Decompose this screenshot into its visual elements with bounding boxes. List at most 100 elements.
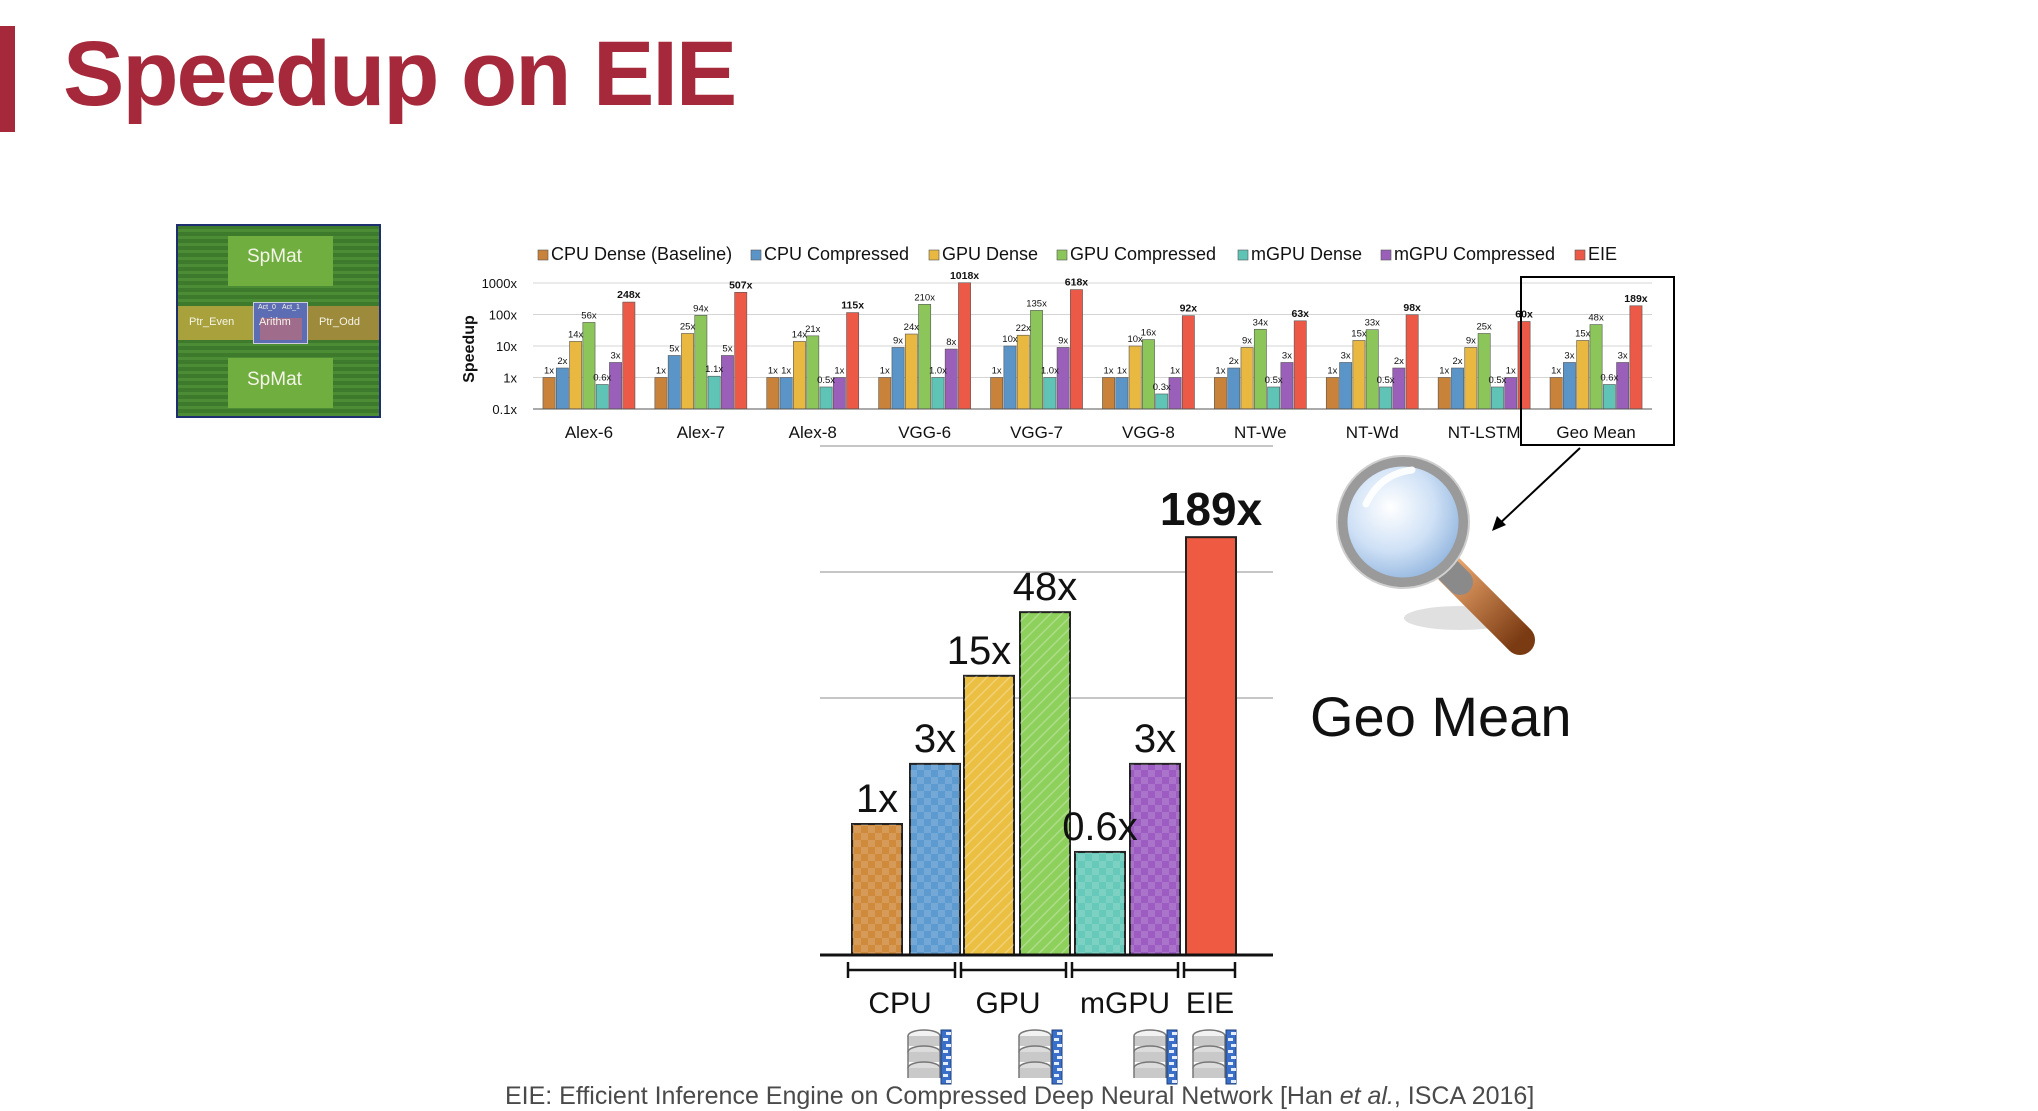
db-zip-tooth xyxy=(1228,1062,1233,1065)
data-label-alex-6-eie: 248x xyxy=(617,289,641,301)
data-label-vgg-7-eie: 618x xyxy=(1065,277,1089,289)
x-category-label-vgg-8: VGG-8 xyxy=(1122,423,1175,442)
compressed-database-icon xyxy=(907,1029,952,1085)
data-label-geo-mean-mgpu-dense: 0.6x xyxy=(1600,372,1618,383)
db-zip-tooth xyxy=(1172,1068,1177,1071)
db-zip-tooth xyxy=(1054,1038,1059,1041)
x-category-label-vgg-7: VGG-7 xyxy=(1010,423,1063,442)
group-label-gpu: GPU xyxy=(975,987,1040,1020)
db-disk-body xyxy=(1193,1036,1225,1046)
db-zip-tooth xyxy=(943,1074,948,1077)
db-zip-tooth xyxy=(943,1062,948,1065)
geo-data-label-mgpu-dense: 0.6x xyxy=(1062,805,1138,849)
data-label-alex-7-gpu-compressed: 94x xyxy=(693,303,709,314)
data-label-vgg-8-gpu-compressed: 16x xyxy=(1141,328,1157,339)
db-zip-tooth xyxy=(1057,1068,1062,1071)
data-label-geo-mean-mgpu-compressed: 3x xyxy=(1618,350,1628,361)
data-label-geo-mean-gpu-compressed: 48x xyxy=(1588,313,1604,324)
db-disk-body xyxy=(1134,1052,1166,1062)
chip-label-spmat-bottom: SpMat xyxy=(247,369,302,390)
data-label-nt-lstm-gpu-dense: 9x xyxy=(1466,335,1476,346)
compressed-database-icon xyxy=(1133,1029,1178,1085)
data-label-vgg-8-mgpu-compressed: 1x xyxy=(1170,366,1180,377)
zoom-arrow-head xyxy=(1492,516,1506,531)
zoom-arrow-line xyxy=(1496,447,1581,527)
db-zip-tooth xyxy=(1057,1032,1062,1035)
x-category-label-nt-lstm: NT-LSTM xyxy=(1448,423,1521,442)
geo-bar-texture xyxy=(910,763,960,955)
y-tick-label: 1000x xyxy=(482,276,518,291)
compressed-database-icon xyxy=(1018,1029,1063,1085)
chip-label-ptr-odd: Ptr_Odd xyxy=(319,316,360,328)
legend-swatch-gpu-compressed xyxy=(1056,249,1068,261)
data-label-nt-wd-mgpu-dense: 0.5x xyxy=(1377,375,1395,386)
geo-data-label-gpu-dense: 15x xyxy=(947,629,1012,673)
x-category-label-alex-7: Alex-7 xyxy=(677,423,725,442)
data-label-alex-6-mgpu-compressed: 3x xyxy=(611,350,621,361)
data-label-alex-8-gpu-compressed: 21x xyxy=(805,324,821,335)
data-label-nt-wd-mgpu-compressed: 2x xyxy=(1394,356,1404,367)
db-zip-tooth xyxy=(1057,1044,1062,1047)
db-zip-tooth xyxy=(1169,1038,1174,1041)
data-label-alex-7-mgpu-dense: 1.1x xyxy=(705,364,723,375)
chip-label-spmat-top: SpMat xyxy=(247,246,302,267)
db-disk-body xyxy=(1134,1036,1166,1046)
db-disk-body xyxy=(1019,1068,1051,1078)
group-label-eie: EIE xyxy=(1186,987,1234,1020)
db-zip-tooth xyxy=(946,1056,951,1059)
data-label-geo-mean-cpu-compressed: 3x xyxy=(1564,350,1574,361)
magnifying-glass-icon xyxy=(1336,455,1535,655)
geo-data-label-eie: 189x xyxy=(1160,483,1263,535)
db-zip-tooth xyxy=(1228,1038,1233,1041)
geo-bar-texture xyxy=(1020,612,1070,955)
data-label-nt-we-eie: 63x xyxy=(1291,308,1309,320)
data-label-vgg-7-gpu-dense: 22x xyxy=(1016,323,1032,334)
db-zip-tooth xyxy=(1228,1074,1233,1077)
legend-swatch-mgpu-dense xyxy=(1237,249,1249,261)
data-label-nt-wd-cpu-compressed: 3x xyxy=(1341,350,1351,361)
geo-bar-texture xyxy=(1075,851,1125,955)
db-zip-tooth xyxy=(1231,1080,1236,1083)
data-label-geo-mean-eie: 189x xyxy=(1624,293,1648,305)
y-tick-label: 1x xyxy=(503,371,517,386)
db-disk-body xyxy=(1019,1052,1051,1062)
db-zip-tooth xyxy=(1172,1056,1177,1059)
geo-data-label-mgpu-compressed: 3x xyxy=(1134,717,1176,761)
data-label-nt-wd-eie: 98x xyxy=(1403,302,1421,314)
db-zip-tooth xyxy=(1172,1044,1177,1047)
x-category-label-nt-wd: NT-Wd xyxy=(1346,423,1399,442)
geo-mean-caption: Geo Mean xyxy=(1310,685,1572,748)
legend-label-mgpu-compressed: mGPU Compressed xyxy=(1394,244,1555,264)
y-tick-label: 100x xyxy=(489,308,518,323)
data-label-vgg-8-cpu-dense-baseline: 1x xyxy=(1104,366,1114,377)
geo-bar-texture xyxy=(964,675,1014,955)
data-label-vgg-8-cpu-compressed: 1x xyxy=(1117,366,1127,377)
compressed-database-icon xyxy=(1192,1029,1237,1085)
group-label-cpu: CPU xyxy=(868,987,931,1020)
data-label-nt-we-mgpu-compressed: 3x xyxy=(1282,350,1292,361)
geo-data-label-gpu-compressed: 48x xyxy=(1013,565,1078,609)
data-label-alex-6-cpu-compressed: 2x xyxy=(557,356,567,367)
legend-swatch-cpu-compressed xyxy=(750,249,762,261)
db-zip-tooth xyxy=(1172,1080,1177,1083)
db-zip-tooth xyxy=(1057,1056,1062,1059)
data-label-vgg-6-gpu-compressed: 210x xyxy=(914,292,935,303)
db-zip-tooth xyxy=(1228,1050,1233,1053)
data-label-vgg-6-mgpu-dense: 1.0x xyxy=(929,366,947,377)
legend-swatch-gpu-dense xyxy=(928,249,940,261)
data-label-alex-7-cpu-dense-baseline: 1x xyxy=(656,366,666,377)
data-label-vgg-7-mgpu-dense: 1.0x xyxy=(1041,366,1059,377)
data-label-alex-8-eie: 115x xyxy=(841,300,864,312)
db-zip-tooth xyxy=(1054,1062,1059,1065)
db-zip-tooth xyxy=(1054,1050,1059,1053)
legend-swatch-mgpu-compressed xyxy=(1380,249,1392,261)
data-label-vgg-8-gpu-dense: 10x xyxy=(1127,334,1143,345)
data-label-nt-we-gpu-compressed: 34x xyxy=(1253,317,1269,328)
db-zip-tooth xyxy=(1231,1056,1236,1059)
data-label-alex-8-mgpu-compressed: 1x xyxy=(834,366,844,377)
data-label-vgg-8-mgpu-dense: 0.3x xyxy=(1153,382,1171,393)
chip-label-ptr-even: Ptr_Even xyxy=(189,316,235,328)
y-tick-label: 10x xyxy=(496,339,517,354)
y-tick-label: 0.1x xyxy=(492,402,517,417)
footnote-text-post: , ISCA 2016] xyxy=(1393,1082,1535,1110)
